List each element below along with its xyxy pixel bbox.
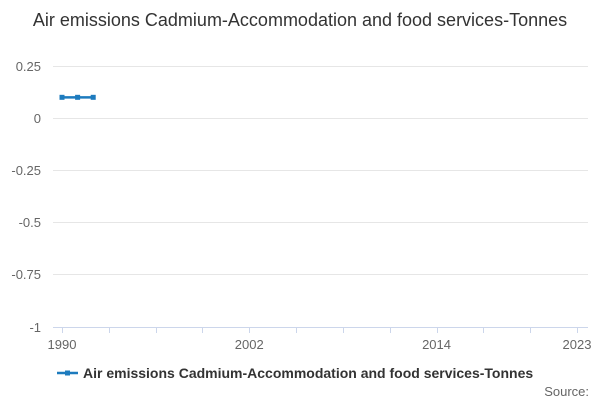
x-axis-tick (62, 328, 63, 333)
y-gridline (53, 222, 588, 224)
data-point-marker[interactable] (90, 94, 96, 100)
y-axis-tick-label: -0.5 (18, 215, 41, 231)
source-label: Source: (544, 384, 589, 399)
data-point-marker[interactable] (59, 94, 65, 100)
x-axis-tick-label: 1990 (47, 337, 77, 352)
legend-line-marker-icon (57, 370, 78, 376)
x-axis-tick (389, 328, 391, 333)
x-axis-tick (155, 328, 157, 333)
x-axis-tick-label: 2023 (562, 337, 592, 352)
y-axis-tick-label: 0.25 (15, 58, 41, 74)
data-point-marker[interactable] (75, 94, 81, 100)
x-axis-tick (483, 328, 485, 333)
x-axis-tick (342, 328, 344, 333)
y-axis-tick-label: 0 (33, 110, 41, 126)
chart-title-text: Air emissions Cadmium-Accommodation and … (32, 10, 568, 30)
x-axis-line (53, 327, 588, 328)
y-gridline (53, 274, 588, 276)
legend-item[interactable]: Air emissions Cadmium-Accommodation and … (57, 365, 533, 381)
x-axis-tick (108, 328, 110, 333)
y-gridline (53, 169, 588, 171)
y-gridline (53, 117, 588, 119)
x-axis-tick (249, 328, 251, 333)
x-axis-tick (296, 328, 298, 333)
legend-label: Air emissions Cadmium-Accommodation and … (83, 365, 534, 381)
x-axis-tick (530, 328, 532, 333)
x-axis-tick (202, 328, 204, 333)
y-axis-tick-label: -1 (29, 319, 41, 335)
x-axis-tick (436, 328, 438, 333)
x-axis-tick (577, 328, 578, 333)
x-axis-tick-label: 2014 (422, 337, 451, 352)
y-axis-tick-label: -0.25 (11, 162, 41, 178)
y-axis-tick-label: -0.75 (11, 267, 41, 283)
x-axis-tick-label: 2002 (234, 337, 264, 352)
y-gridline (53, 65, 588, 67)
chart-title: Air emissions Cadmium-Accommodation and … (0, 8, 600, 32)
